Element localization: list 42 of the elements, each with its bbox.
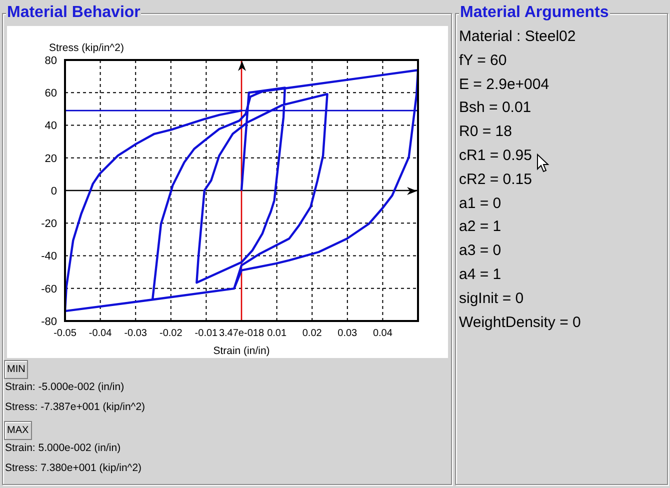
text: Stress: -7.387e+001 (kip/in^2) [5,400,146,414]
text: R0 = 18 [459,123,512,142]
y-tick-label: -40 [41,250,57,263]
text: fY = 60 [459,52,507,70]
text: Bsh = 0.01 [459,99,532,118]
x-tick-label: -0.03 [124,328,148,340]
text: cR2 = 0.15 [459,170,532,189]
x-axis-title: Strain (in/in) [212,345,271,358]
y-tick-label: 60 [44,88,57,100]
text: E = 2.9e+004 [459,76,550,94]
x-tick-label: -0.02 [160,328,183,340]
text: a2 = 1 [459,218,502,236]
x-tick-label: -0.04 [88,328,112,340]
y-tick-label: 0 [50,185,57,198]
text: Material : Steel02 [459,28,576,46]
text: Stress: 7.380e+001 (kip/in^2) [5,461,142,475]
text: MIN [4,360,28,379]
chart-title: Material Behavior [6,4,142,22]
y-tick-label: -20 [41,218,57,230]
text: Material Arguments [459,4,610,22]
text: a1 = 0 [459,194,502,213]
text: a3 = 0 [459,242,502,260]
text: cR1 = 0.95 [459,147,532,165]
y-tick-label: -80 [41,316,57,328]
y-axis-title: Stress (kip/in^2) [49,42,124,55]
y-tick-label: 40 [44,120,57,132]
y-tick-label: 20 [44,152,57,165]
text: WeightDensity = 0 [459,314,581,332]
text: Strain: 5.000e-002 (in/in) [5,441,121,455]
text: a4 = 1 [459,266,502,284]
x-tick-label: -0.05 [54,328,77,340]
x-tick-label: -0.01 [194,328,218,340]
x-tick-label: 3.47e-018 [218,328,264,340]
x-tick-label: 0.03 [338,328,358,340]
x-tick-label: 0.04 [372,328,393,340]
x-tick-label: 0.02 [302,328,322,340]
text: MAX [4,421,32,440]
y-tick-label: -60 [41,283,57,296]
y-tick-label: 80 [44,54,57,67]
text: sigInit = 0 [459,290,524,308]
x-tick-label: 0.01 [267,328,287,340]
text: Strain: -5.000e-002 (in/in) [5,380,124,394]
